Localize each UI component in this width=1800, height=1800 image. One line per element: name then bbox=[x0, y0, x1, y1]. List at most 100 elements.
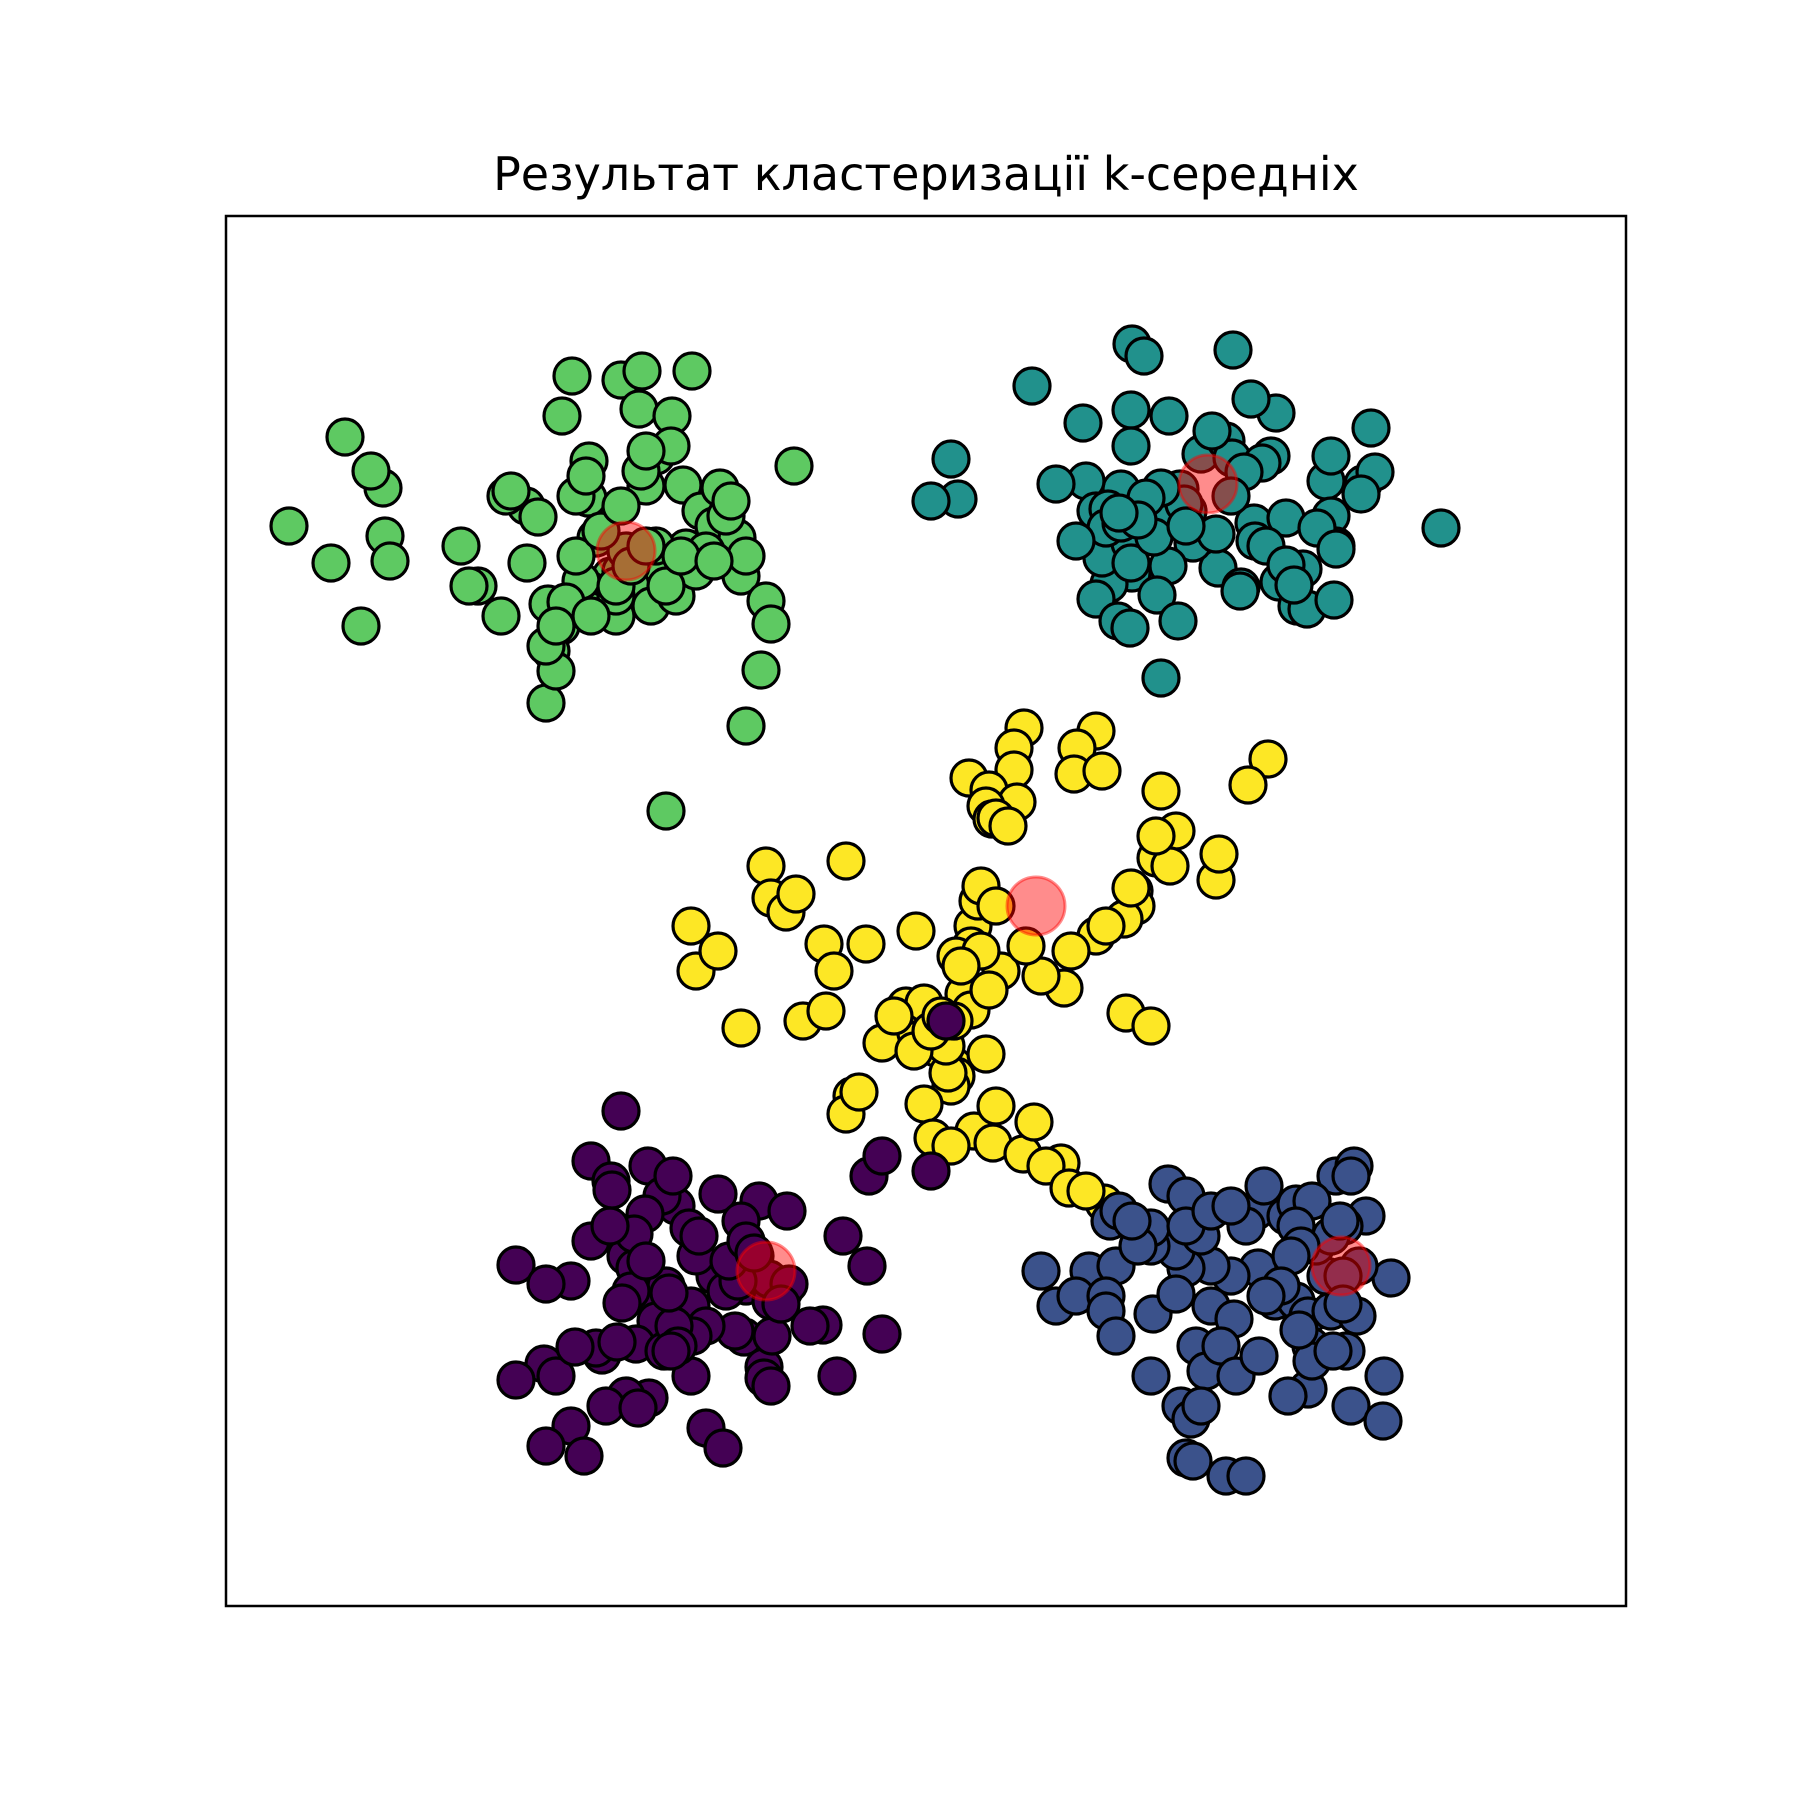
data-point-cluster-4 bbox=[776, 874, 816, 914]
data-point-cluster-4 bbox=[1228, 765, 1268, 805]
data-point-cluster-0 bbox=[847, 1246, 887, 1286]
data-point-cluster-0 bbox=[592, 1170, 632, 1210]
centroid-marker bbox=[1177, 453, 1239, 515]
data-point-cluster-3 bbox=[449, 566, 489, 606]
data-point-cluster-1 bbox=[1331, 1156, 1371, 1196]
data-point-cluster-4 bbox=[1066, 1171, 1106, 1211]
data-point-cluster-4 bbox=[1006, 926, 1046, 966]
data-point-cluster-3 bbox=[507, 543, 547, 583]
data-point-cluster-2 bbox=[1274, 565, 1314, 605]
data-point-cluster-0 bbox=[703, 1428, 743, 1468]
data-point-cluster-0 bbox=[790, 1306, 830, 1346]
data-point-cluster-0 bbox=[626, 1241, 666, 1281]
cluster-centroids bbox=[595, 453, 1372, 1302]
data-point-cluster-4 bbox=[1131, 1006, 1171, 1046]
data-point-cluster-1 bbox=[1364, 1356, 1404, 1396]
data-point-cluster-2 bbox=[1056, 521, 1096, 561]
data-point-cluster-4 bbox=[874, 996, 914, 1036]
data-point-cluster-4 bbox=[941, 946, 981, 986]
data-point-cluster-4 bbox=[846, 924, 886, 964]
data-point-cluster-2 bbox=[1213, 330, 1253, 370]
data-point-cluster-1 bbox=[1279, 1310, 1319, 1350]
data-point-cluster-0 bbox=[911, 1151, 951, 1191]
data-point-cluster-3 bbox=[552, 356, 592, 396]
data-point-cluster-2 bbox=[1311, 436, 1351, 476]
data-point-cluster-4 bbox=[976, 886, 1016, 926]
data-point-cluster-4 bbox=[1082, 751, 1122, 791]
data-point-cluster-4 bbox=[1136, 816, 1176, 856]
data-point-cluster-1 bbox=[1320, 1201, 1360, 1241]
data-point-cluster-1 bbox=[1131, 1356, 1171, 1396]
data-point-cluster-3 bbox=[542, 396, 582, 436]
data-point-cluster-4 bbox=[839, 1072, 879, 1112]
data-point-cluster-4 bbox=[1199, 834, 1239, 874]
chart-title: Результат кластеризації k-середніх bbox=[493, 147, 1359, 201]
data-point-cluster-3 bbox=[774, 446, 814, 486]
data-point-cluster-2 bbox=[1231, 379, 1271, 419]
data-point-cluster-1 bbox=[1181, 1386, 1221, 1426]
data-point-cluster-4 bbox=[806, 991, 846, 1031]
data-point-cluster-1 bbox=[1331, 1386, 1371, 1426]
data-point-cluster-3 bbox=[556, 536, 596, 576]
data-point-cluster-2 bbox=[1124, 336, 1164, 376]
data-point-cluster-0 bbox=[590, 1206, 630, 1246]
centroid-marker bbox=[595, 520, 657, 582]
data-point-cluster-4 bbox=[1141, 771, 1181, 811]
data-point-cluster-2 bbox=[1036, 464, 1076, 504]
data-point-cluster-3 bbox=[351, 451, 391, 491]
data-point-cluster-3 bbox=[370, 541, 410, 581]
data-point-cluster-4 bbox=[904, 1084, 944, 1124]
data-point-cluster-3 bbox=[566, 456, 606, 496]
data-point-cluster-3 bbox=[325, 417, 365, 457]
data-point-cluster-3 bbox=[536, 606, 576, 646]
data-point-cluster-2 bbox=[1137, 575, 1177, 615]
data-point-cluster-2 bbox=[1111, 426, 1151, 466]
data-point-cluster-1 bbox=[1313, 1331, 1353, 1371]
data-point-cluster-3 bbox=[341, 606, 381, 646]
data-point-cluster-0 bbox=[761, 1284, 801, 1324]
data-point-cluster-2 bbox=[1012, 366, 1052, 406]
data-point-cluster-3 bbox=[626, 526, 666, 566]
data-point-cluster-4 bbox=[1014, 1102, 1054, 1142]
data-point-cluster-4 bbox=[896, 911, 936, 951]
data-point-cluster-4 bbox=[746, 846, 786, 886]
data-point-cluster-4 bbox=[966, 1034, 1006, 1074]
data-point-cluster-4 bbox=[1111, 868, 1151, 908]
data-point-cluster-3 bbox=[441, 526, 481, 566]
data-point-cluster-2 bbox=[1110, 608, 1150, 648]
data-point-cluster-2 bbox=[911, 481, 951, 521]
data-point-cluster-4 bbox=[988, 806, 1028, 846]
data-point-cluster-2 bbox=[1220, 571, 1260, 611]
data-point-cluster-0 bbox=[564, 1436, 604, 1476]
data-point-cluster-3 bbox=[751, 604, 791, 644]
data-point-cluster-1 bbox=[1021, 1251, 1061, 1291]
data-point-cluster-1 bbox=[1173, 1441, 1213, 1481]
data-point-cluster-3 bbox=[726, 536, 766, 576]
data-point-cluster-0 bbox=[679, 1216, 719, 1256]
data-point-cluster-3 bbox=[672, 351, 712, 391]
data-point-cluster-2 bbox=[1314, 580, 1354, 620]
data-point-cluster-3 bbox=[711, 481, 751, 521]
data-point-cluster-2 bbox=[1149, 396, 1189, 436]
data-point-cluster-0 bbox=[767, 1191, 807, 1231]
data-point-cluster-1 bbox=[1211, 1186, 1251, 1226]
data-point-cluster-3 bbox=[619, 389, 659, 429]
data-point-cluster-0 bbox=[651, 1331, 691, 1371]
data-point-cluster-3 bbox=[518, 497, 558, 537]
centroid-marker bbox=[1310, 1235, 1372, 1297]
data-point-cluster-3 bbox=[481, 596, 521, 636]
data-point-cluster-0 bbox=[601, 1091, 641, 1131]
data-point-cluster-1 bbox=[1268, 1376, 1308, 1416]
data-point-cluster-4 bbox=[721, 1008, 761, 1048]
data-point-cluster-0 bbox=[496, 1360, 536, 1400]
data-point-cluster-3 bbox=[311, 543, 351, 583]
plot-area-frame bbox=[224, 214, 1628, 1608]
data-point-cluster-0 bbox=[602, 1283, 642, 1323]
data-point-cluster-3 bbox=[661, 536, 701, 576]
data-point-cluster-1 bbox=[1156, 1274, 1196, 1314]
data-point-cluster-2 bbox=[1099, 493, 1139, 533]
data-point-cluster-0 bbox=[653, 1156, 693, 1196]
data-point-cluster-0 bbox=[698, 1174, 738, 1214]
data-point-cluster-3 bbox=[646, 791, 686, 831]
